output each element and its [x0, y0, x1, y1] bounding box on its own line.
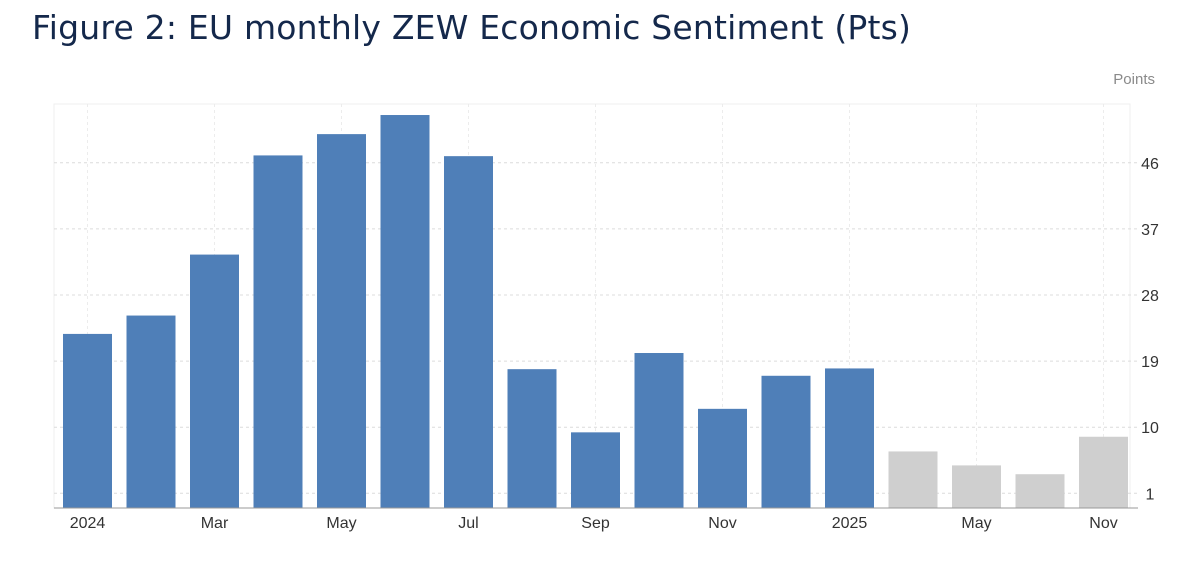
bar: [698, 408, 747, 508]
forecast-bar: [952, 465, 1001, 508]
forecast-bar: [1015, 474, 1065, 508]
bar: [571, 432, 620, 508]
bar: [761, 375, 811, 508]
x-tick-label: Nov: [708, 515, 736, 532]
chart-title: Figure 2: EU monthly ZEW Economic Sentim…: [32, 8, 912, 47]
y-axis-unit-label: Points: [1113, 71, 1155, 88]
bar: [190, 254, 239, 508]
bar: [634, 353, 684, 508]
bar: [253, 155, 303, 508]
x-tick-label: Mar: [201, 515, 229, 532]
bar: [126, 315, 176, 508]
bar: [317, 134, 366, 508]
bar: [507, 369, 557, 508]
bar: [825, 368, 874, 508]
y-tick-label: 37: [1141, 222, 1159, 239]
bar: [380, 115, 430, 508]
x-tick-label: 2025: [832, 515, 868, 532]
x-tick-label: May: [961, 515, 991, 532]
y-tick-label: 46: [1141, 156, 1159, 173]
y-tick-label: 28: [1141, 288, 1159, 305]
x-tick-label: Sep: [581, 515, 610, 532]
forecast-bar: [888, 451, 938, 508]
x-tick-label: May: [326, 515, 356, 532]
x-tick-label: Nov: [1089, 515, 1117, 532]
bar: [444, 156, 493, 509]
forecast-bar: [1079, 436, 1128, 508]
x-tick-label: 2024: [70, 515, 106, 532]
bar: [63, 333, 112, 508]
y-tick-label: 1: [1146, 486, 1155, 503]
x-tick-label: Jul: [458, 515, 478, 532]
y-tick-label: 19: [1141, 354, 1159, 371]
y-tick-label: 10: [1141, 420, 1159, 437]
